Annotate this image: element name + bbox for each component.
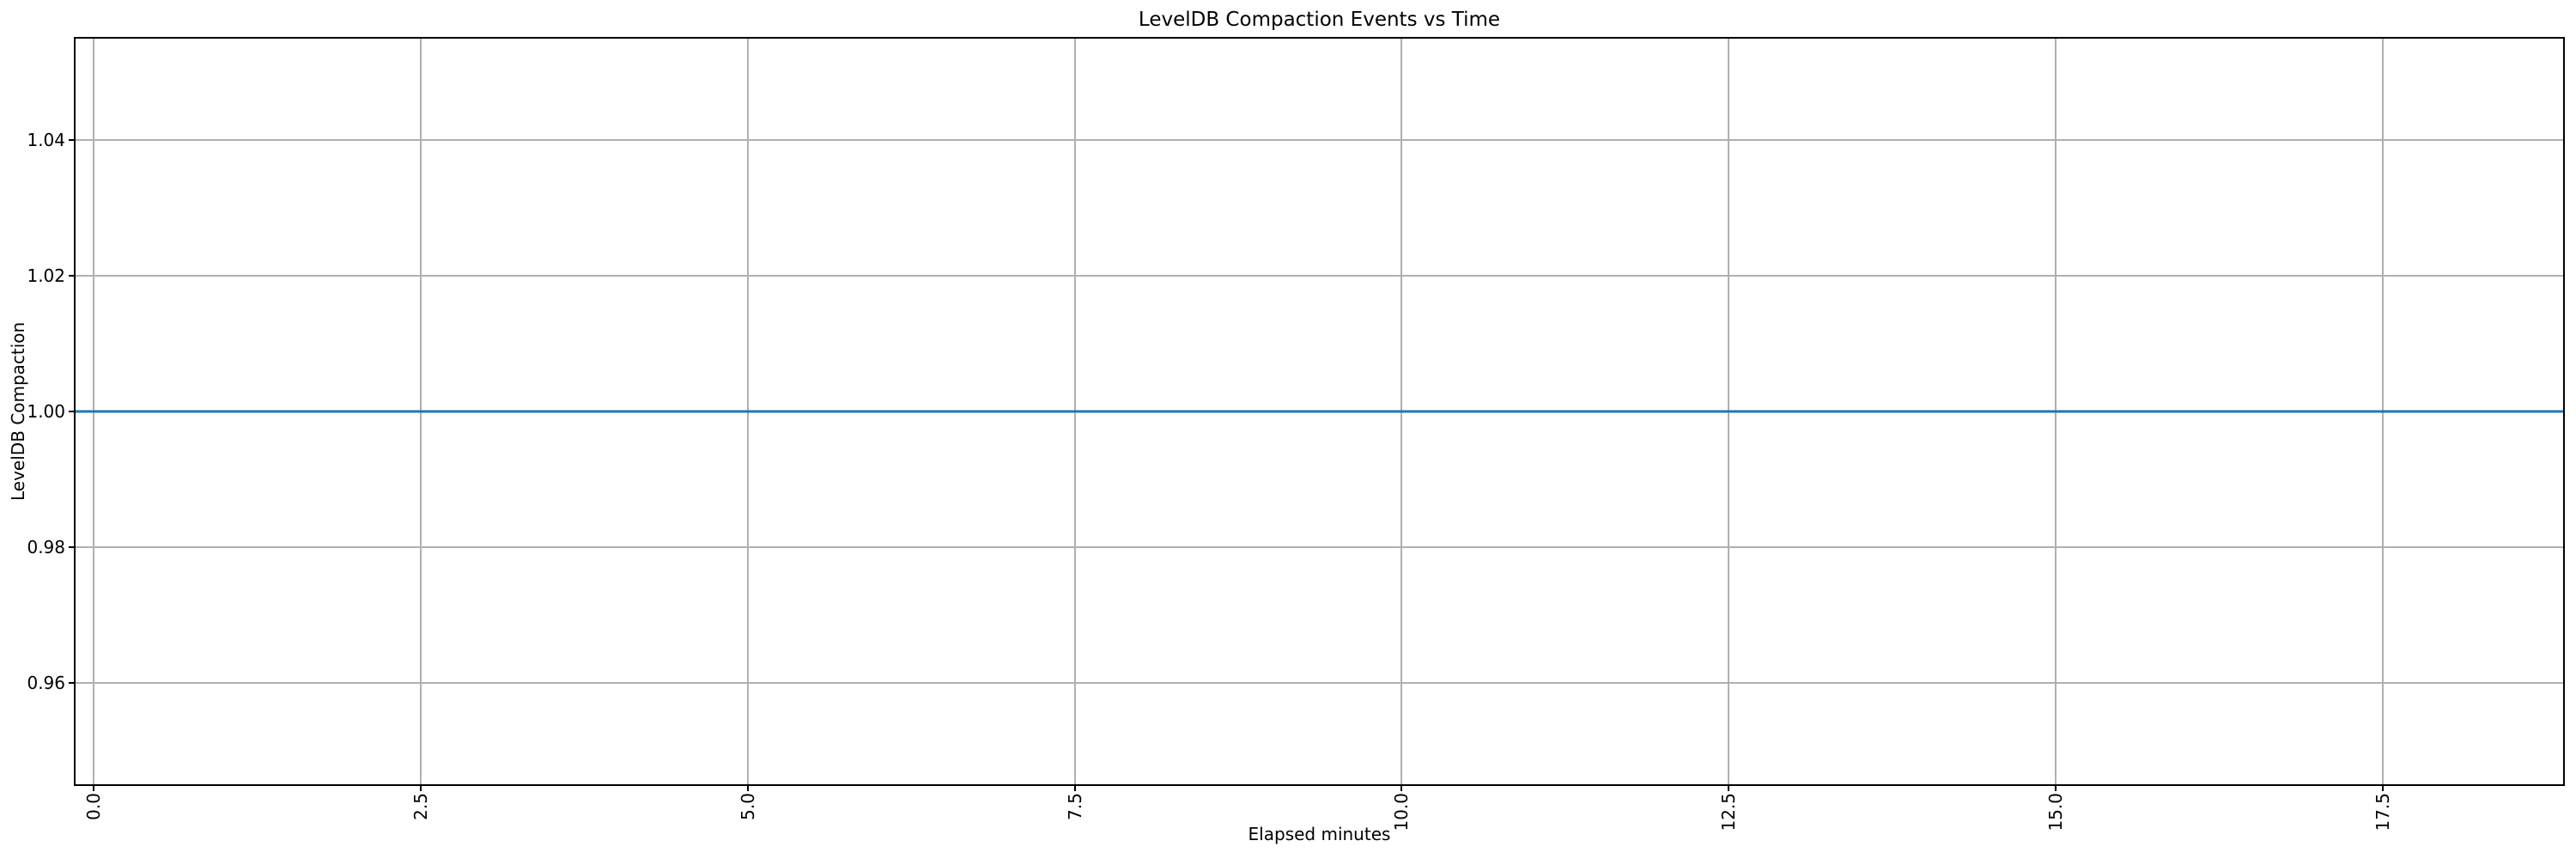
y-tick-mark — [69, 139, 76, 142]
x-tick-mark — [2381, 784, 2384, 791]
x-tick-mark — [746, 784, 749, 791]
x-tick-label: 5.0 — [737, 793, 758, 820]
gridline-horizontal — [76, 681, 2563, 684]
y-tick-label: 0.96 — [27, 672, 65, 693]
x-tick-mark — [1728, 784, 1730, 791]
y-tick-mark — [69, 681, 76, 684]
y-tick-mark — [69, 275, 76, 277]
x-tick-mark — [2055, 784, 2057, 791]
gridline-horizontal — [76, 275, 2563, 277]
x-tick-mark — [420, 784, 422, 791]
chart-title: LevelDB Compaction Events vs Time — [1138, 9, 1501, 31]
series-layer — [76, 410, 2563, 413]
x-tick-mark — [1073, 784, 1076, 791]
x-tick-label: 15.0 — [2045, 793, 2067, 832]
gridline-horizontal — [76, 545, 2563, 548]
x-axis-label: Elapsed minutes — [1248, 824, 1391, 844]
y-tick-mark — [69, 545, 76, 548]
y-tick-label: 1.04 — [27, 130, 65, 151]
y-tick-label: 1.00 — [27, 401, 65, 422]
gridline-horizontal — [76, 139, 2563, 142]
x-tick-label: 10.0 — [1391, 793, 1413, 832]
x-tick-label: 2.5 — [410, 793, 432, 820]
plot-area — [74, 37, 2565, 786]
x-tick-mark — [1400, 784, 1403, 791]
x-tick-label: 17.5 — [2372, 793, 2393, 832]
x-tick-label: 12.5 — [1718, 793, 1740, 832]
y-tick-label: 0.98 — [27, 536, 65, 557]
x-tick-label: 0.0 — [83, 793, 105, 820]
y-tick-mark — [69, 411, 76, 412]
x-tick-mark — [93, 784, 95, 791]
x-tick-label: 7.5 — [1064, 793, 1085, 820]
y-tick-label: 1.02 — [27, 265, 65, 287]
